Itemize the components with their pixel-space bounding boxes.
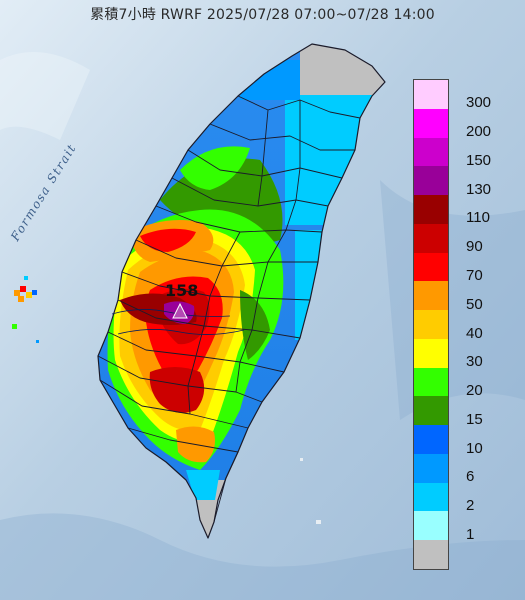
legend-swatch — [414, 138, 448, 167]
legend-swatch — [414, 310, 448, 339]
max-rainfall-value: 158 — [165, 281, 198, 300]
legend-label: 150 — [466, 152, 491, 169]
legend-label: 110 — [466, 209, 490, 226]
legend-label: 50 — [466, 296, 483, 313]
legend-label: 30 — [466, 353, 483, 370]
legend-swatch — [414, 195, 448, 224]
legend-swatch — [414, 483, 448, 512]
legend-label: 90 — [466, 238, 483, 255]
legend-swatch — [414, 368, 448, 397]
legend-swatch — [414, 281, 448, 310]
legend-swatch — [414, 109, 448, 138]
legend-label: 10 — [466, 440, 483, 457]
legend-swatch — [414, 540, 448, 569]
legend-swatch — [414, 166, 448, 195]
legend-label: 15 — [466, 411, 483, 428]
map-title: 累積7小時 RWRF 2025/07/28 07:00~07/28 14:00 — [0, 4, 525, 24]
legend-swatch — [414, 80, 448, 109]
legend-swatch — [414, 396, 448, 425]
legend-swatch — [414, 454, 448, 483]
legend-label: 130 — [466, 181, 491, 198]
legend-swatch — [414, 511, 448, 540]
legend-swatch — [414, 224, 448, 253]
legend-label: 40 — [466, 325, 483, 342]
legend-label: 1 — [466, 526, 474, 543]
legend-swatch — [414, 425, 448, 454]
legend-label: 70 — [466, 267, 483, 284]
legend-color-bar — [413, 79, 449, 570]
legend-swatch — [414, 339, 448, 368]
legend-label: 200 — [466, 123, 491, 140]
legend-label: 6 — [466, 468, 474, 485]
legend-label: 2 — [466, 497, 474, 514]
legend-label: 20 — [466, 382, 483, 399]
legend-label: 300 — [466, 94, 491, 111]
legend-swatch — [414, 253, 448, 282]
